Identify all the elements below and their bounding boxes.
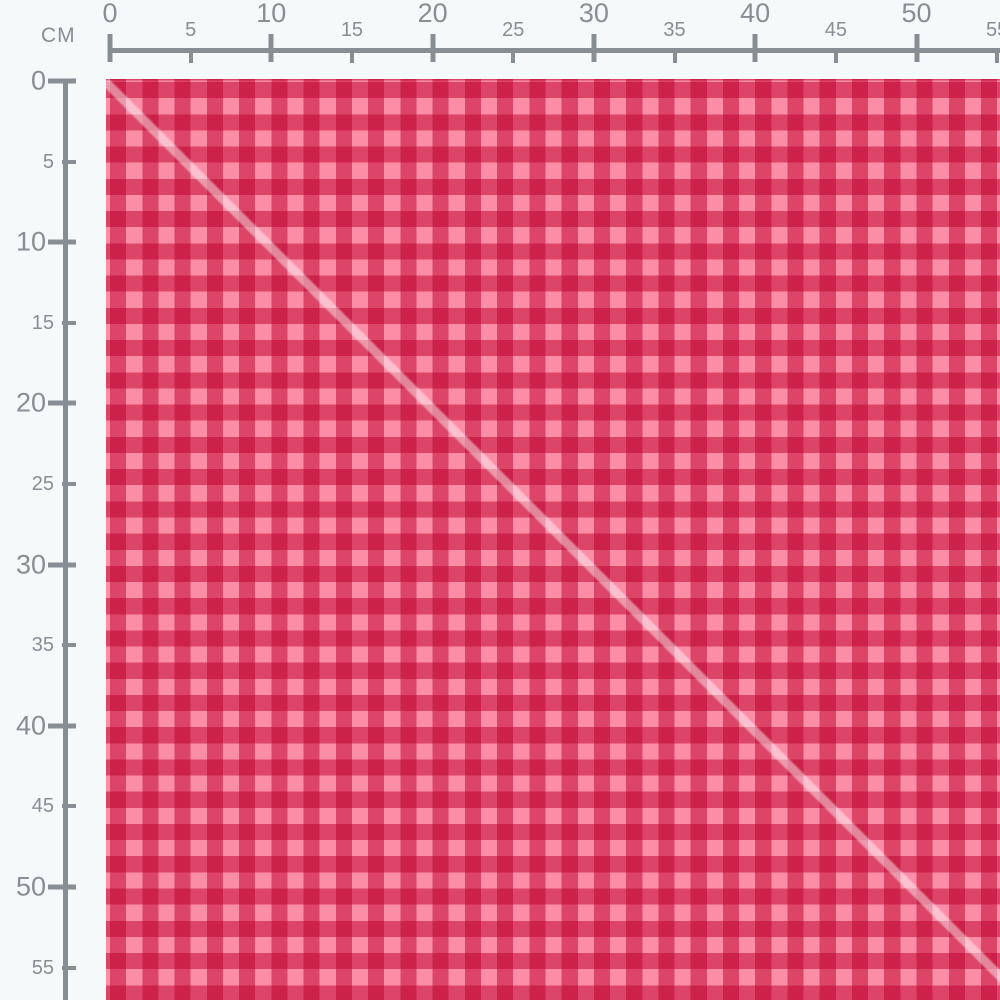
ruler-top-tick-5 bbox=[188, 49, 193, 63]
ruler-left-tick-0 bbox=[48, 78, 76, 84]
ruler-top-tick-25 bbox=[511, 49, 516, 63]
ruler-left-tick-label-15: 15 bbox=[31, 311, 54, 334]
ruler-top-tick-label-10: 10 bbox=[256, 0, 287, 28]
ruler-top-tick-label-40: 40 bbox=[740, 0, 771, 28]
ruler-top-tick-10 bbox=[268, 34, 274, 62]
ruler-left-tick-label-25: 25 bbox=[31, 473, 54, 495]
ruler-top-tick-label-0: 0 bbox=[102, 0, 118, 28]
ruler-top-tick-55 bbox=[995, 49, 1000, 63]
ruler-top-tick-50 bbox=[914, 34, 919, 62]
ruler-top-line bbox=[108, 48, 1000, 53]
ruler-left-tick-50 bbox=[48, 884, 76, 890]
ruler-top-tick-label-35: 35 bbox=[663, 19, 686, 41]
ruler-top: 0 5 10 15 20 25 30 35 40 45 50 55 bbox=[0, 0, 1000, 70]
ruler-top-tick-label-15: 15 bbox=[340, 19, 364, 41]
ruler-left-tick-label-10: 10 bbox=[15, 226, 46, 257]
ruler-left-tick-15 bbox=[62, 320, 76, 325]
ruler-top-tick-label-55: 55 bbox=[986, 19, 1000, 41]
ruler-left-line bbox=[63, 79, 68, 1000]
ruler-top-tick-label-50: 50 bbox=[901, 0, 932, 28]
ruler-top-tick-label-20: 20 bbox=[417, 0, 448, 28]
fabric-swatch bbox=[106, 79, 1000, 1000]
ruler-left-tick-10 bbox=[48, 239, 76, 245]
ruler-left-tick-label-40: 40 bbox=[15, 710, 46, 741]
ruler-left-tick-label-30: 30 bbox=[15, 549, 46, 580]
ruler-top-tick-30 bbox=[591, 34, 597, 62]
ruler-top-tick-label-30: 30 bbox=[578, 0, 609, 28]
ruler-left-tick-20 bbox=[48, 400, 76, 406]
ruler-top-tick-15 bbox=[349, 49, 354, 63]
ruler-left-tick-label-0: 0 bbox=[30, 65, 46, 96]
ruler-top-tick-label-45: 45 bbox=[824, 19, 847, 41]
ruler-left-tick-30 bbox=[48, 562, 76, 568]
unit-label: CM bbox=[41, 24, 76, 47]
ruler-left: 0 5 10 15 20 25 30 35 40 45 50 55 bbox=[0, 0, 80, 1000]
ruler-left-tick-label-50: 50 bbox=[15, 871, 46, 902]
ruler-left-tick-label-35: 35 bbox=[31, 634, 54, 657]
ruler-left-tick-label-20: 20 bbox=[15, 387, 46, 418]
ruler-top-tick-label-25: 25 bbox=[502, 19, 525, 41]
ruler-left-tick-55 bbox=[62, 965, 76, 970]
ruler-left-tick-45 bbox=[62, 804, 76, 809]
ruler-top-tick-40 bbox=[752, 34, 758, 62]
ruler-left-tick-label-45: 45 bbox=[31, 795, 54, 818]
diagonal-fold-line bbox=[106, 79, 1000, 1000]
ruler-top-tick-label-5: 5 bbox=[185, 19, 197, 41]
ruler-left-tick-label-55: 55 bbox=[31, 956, 54, 979]
ruler-top-tick-0 bbox=[107, 34, 113, 62]
ruler-left-tick-label-5: 5 bbox=[42, 150, 54, 173]
ruler-left-tick-40 bbox=[48, 723, 76, 729]
ruler-top-tick-20 bbox=[430, 34, 436, 62]
ruler-left-tick-25 bbox=[62, 482, 76, 486]
ruler-left-tick-5 bbox=[62, 159, 76, 164]
ruler-top-tick-45 bbox=[833, 49, 838, 63]
ruler-top-tick-35 bbox=[672, 49, 677, 63]
ruler-left-tick-35 bbox=[62, 643, 76, 648]
